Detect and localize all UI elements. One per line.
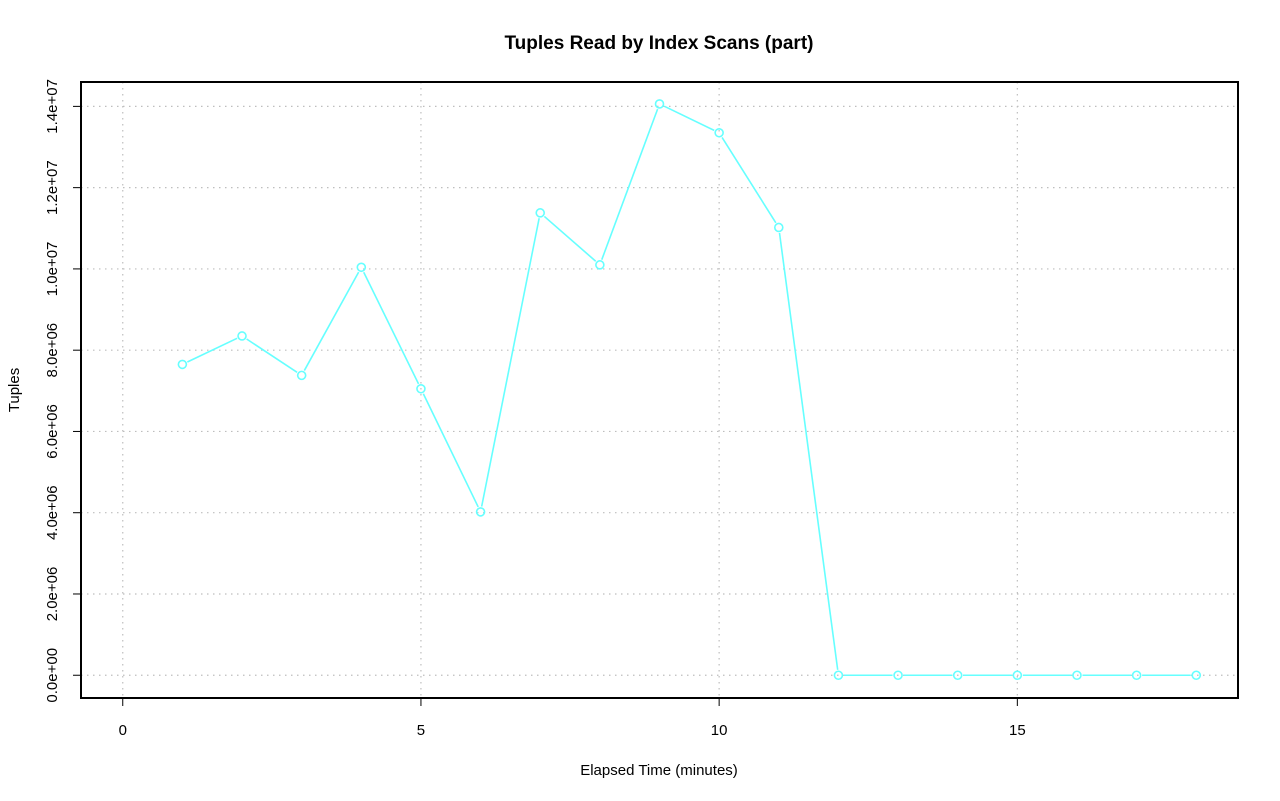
grid (81, 82, 1238, 698)
y-tick-label: 6.0e+06 (44, 404, 61, 459)
chart-title: Tuples Read by Index Scans (part) (504, 33, 813, 54)
x-tick-label: 15 (1009, 722, 1026, 739)
data-point (1072, 670, 1082, 681)
data-point (773, 222, 784, 233)
series-line-segment (543, 215, 597, 262)
data-point (296, 370, 307, 381)
data-point (654, 99, 665, 109)
data-point (1012, 670, 1023, 681)
series-line-segment (778, 232, 839, 670)
series-line-segment (246, 338, 298, 374)
data-point (833, 670, 844, 681)
y-tick-label: 1.4e+07 (44, 79, 61, 134)
data-point (595, 260, 605, 270)
series-line-segment (721, 137, 777, 224)
data-point (475, 507, 486, 517)
axes: 0 5 10 15 0.0e+00 2.0e+06 4.0e+06 6.0e+06 8.0e+0… (44, 79, 1026, 739)
data-point (416, 383, 426, 394)
x-tick-label: 5 (417, 722, 425, 739)
y-tick-label: 1.2e+07 (44, 160, 61, 215)
y-tick-label: 8.0e+06 (44, 323, 61, 378)
plot-frame (80, 81, 1239, 699)
y-tick-label: 0.0e+00 (44, 648, 61, 703)
data-point (952, 670, 963, 681)
data-point (535, 208, 546, 218)
x-tick-label: 0 (119, 722, 127, 739)
y-tick-label: 4.0e+06 (44, 485, 61, 540)
series-layer (177, 99, 1202, 681)
series-line-segment (187, 337, 238, 363)
data-point (893, 670, 903, 681)
series-line-segment (422, 393, 479, 508)
data-point (714, 127, 724, 138)
series-line-segment (303, 271, 360, 371)
y-tick-label: 1.0e+07 (44, 242, 61, 297)
series-line-segment (363, 271, 420, 385)
data-point (1191, 670, 1202, 681)
y-tick-label: 2.0e+06 (44, 567, 61, 622)
y-axis-label: Tuples (6, 368, 23, 412)
series-line-segment (480, 218, 540, 507)
series-line-segment (601, 108, 659, 260)
x-tick-label: 10 (711, 722, 728, 739)
data-point (1131, 670, 1142, 681)
data-point (237, 331, 247, 341)
series-line-segment (664, 105, 715, 132)
data-point (356, 262, 367, 273)
data-point (177, 359, 188, 370)
x-axis-label: Elapsed Time (minutes) (580, 762, 738, 779)
